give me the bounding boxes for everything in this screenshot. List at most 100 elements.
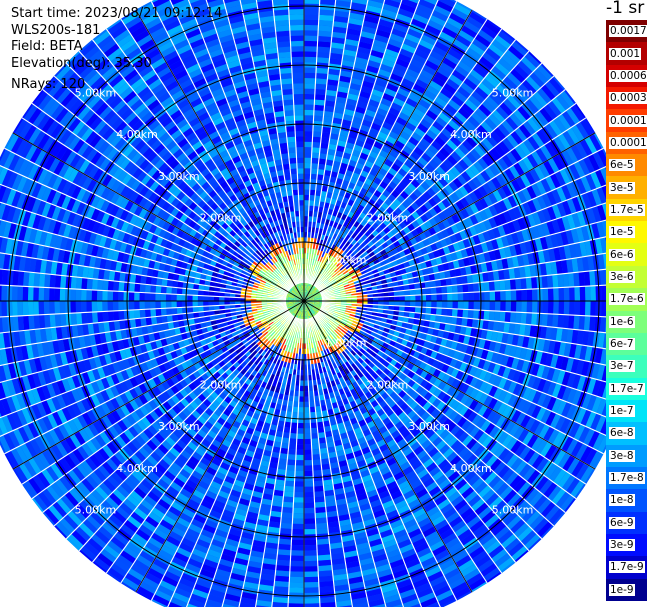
ppi-cell <box>322 207 329 214</box>
ppi-cell <box>274 580 290 588</box>
ppi-cell <box>346 28 362 37</box>
ppi-cell <box>278 538 292 545</box>
ppi-cell <box>331 272 337 278</box>
ppi-cell <box>537 250 546 264</box>
ppi-cell <box>514 87 529 102</box>
ppi-cell <box>311 157 319 164</box>
ppi-cell <box>343 261 350 268</box>
ppi-cell <box>584 136 598 154</box>
ppi-cell <box>316 543 331 551</box>
ppi-cell <box>317 41 332 48</box>
ppi-cell <box>304 481 314 487</box>
ppi-cell <box>317 163 326 170</box>
ppi-cell <box>431 194 442 205</box>
ppi-cell <box>358 41 373 50</box>
ppi-cell <box>561 110 576 128</box>
ppi-cell <box>562 314 570 329</box>
ppi-cell <box>469 164 481 177</box>
ppi-cell <box>481 154 493 167</box>
ppi-cell <box>389 33 405 44</box>
ppi-cell <box>386 153 397 163</box>
ppi-cell <box>447 48 464 61</box>
ppi-cell <box>337 230 344 237</box>
ppi-cell <box>403 73 418 84</box>
ppi-cell <box>474 107 488 121</box>
ppi-cell <box>583 271 591 287</box>
ppi-cell <box>397 167 408 178</box>
ppi-cell <box>330 263 336 270</box>
ppi-cell <box>406 272 414 279</box>
ppi-cell <box>337 255 344 262</box>
ppi-cell <box>304 497 315 503</box>
ppi-cell <box>309 200 315 206</box>
ppi-cell <box>506 256 514 269</box>
ppi-cell <box>425 129 438 141</box>
ppi-cell <box>579 301 586 316</box>
ppi-cell <box>419 118 432 130</box>
ppi-cell <box>313 485 324 492</box>
ppi-cell <box>488 250 497 262</box>
ppi-cell <box>561 200 572 216</box>
ppi-cell <box>382 176 392 185</box>
ppi-cell <box>289 576 304 583</box>
ppi-cell <box>471 111 485 125</box>
ppi-cell <box>436 66 452 79</box>
ppi-cell <box>526 289 533 301</box>
ppi-cell <box>547 287 554 301</box>
ppi-cell <box>410 164 422 175</box>
ppi-cell <box>314 88 327 95</box>
ppi-cell <box>452 301 458 310</box>
ppi-cell <box>289 571 304 578</box>
ppi-cell <box>364 230 372 238</box>
ppi-cell <box>488 91 503 106</box>
ppi-cell <box>420 34 437 46</box>
ppi-cell <box>540 63 554 78</box>
ppi-cell <box>282 501 294 508</box>
ppi-cell <box>437 221 446 232</box>
ppi-cell <box>433 272 441 281</box>
ppi-cell <box>428 273 436 282</box>
ppi-cell <box>312 211 319 218</box>
ppi-cell <box>457 309 464 318</box>
ppi-cell <box>486 19 502 31</box>
ppi-cell <box>493 214 503 227</box>
ppi-cell <box>340 277 347 282</box>
ppi-cell <box>394 140 406 150</box>
ppi-cell <box>406 28 423 39</box>
ppi-cell <box>580 118 594 137</box>
ppi-cell <box>395 13 413 24</box>
ppi-cell <box>494 34 512 50</box>
ppi-cell <box>360 30 376 40</box>
ppi-cell <box>437 247 446 257</box>
ppi-cell <box>392 23 409 34</box>
ppi-cell <box>413 127 426 138</box>
ppi-cell <box>287 448 297 455</box>
ppi-cell <box>455 199 465 211</box>
ppi-cell <box>430 258 438 267</box>
ppi-cell <box>334 10 350 18</box>
ppi-cell <box>444 270 451 279</box>
ppi-cell <box>421 166 432 178</box>
ppi-cell <box>469 148 482 161</box>
ppi-cell <box>497 157 509 171</box>
ppi-cell <box>438 112 451 124</box>
ppi-cell <box>279 453 288 460</box>
ppi-cell <box>409 192 419 202</box>
ppi-cell <box>294 470 304 477</box>
ppi-cell <box>314 99 326 106</box>
ppi-cell <box>305 285 307 291</box>
ppi-cell <box>428 105 442 117</box>
ppi-cell <box>407 277 415 285</box>
ppi-cell <box>589 270 596 286</box>
ppi-cell <box>392 97 406 107</box>
ppi-cell <box>332 258 338 264</box>
ppi-cell <box>371 88 384 98</box>
ppi-cell <box>330 271 336 277</box>
ppi-cell <box>501 119 515 134</box>
ppi-cell <box>489 130 503 144</box>
ppi-cell <box>334 276 340 281</box>
ppi-cell <box>332 239 339 246</box>
ppi-cell <box>497 57 514 73</box>
ppi-cell <box>279 447 289 455</box>
ppi-cell <box>551 204 562 219</box>
